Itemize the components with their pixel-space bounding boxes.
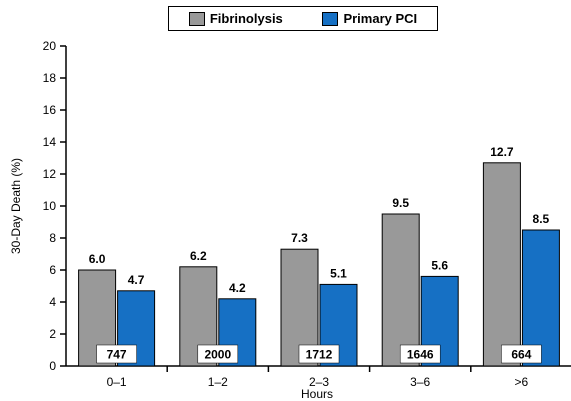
legend-item-fibrinolysis: Fibrinolysis (188, 11, 283, 26)
bar-fibrinolysis (381, 213, 420, 367)
x-tick-label: 2–3 (309, 375, 329, 389)
y-tick-label: 6 (49, 263, 56, 277)
data-label: 6.0 (89, 252, 106, 266)
bars (78, 162, 560, 367)
count-box (501, 344, 542, 364)
data-label: 6.2 (190, 249, 207, 263)
legend-swatch-fibrinolysis (188, 11, 205, 26)
y-axis-label: 30-Day Death (%) (9, 158, 23, 254)
data-label: 9.5 (392, 196, 409, 210)
y-tick-label: 10 (43, 199, 57, 213)
labels: 6.0 4.7 747 6.2 4.2 2000 7.3 5.1 1712 9.5 5.6 1646 1… (89, 145, 550, 364)
count-label: 1712 (306, 348, 333, 362)
count-box (399, 344, 441, 364)
data-label: 4.7 (128, 273, 145, 287)
x-tick-label: >6 (515, 375, 529, 389)
data-label: 4.2 (229, 281, 246, 295)
count-label: 1646 (407, 348, 434, 362)
y-tick-label: 16 (43, 103, 57, 117)
x-axis-label: Hours (301, 387, 333, 401)
count-label: 2000 (204, 348, 231, 362)
y-tick-label: 2 (49, 327, 56, 341)
legend: Fibrinolysis Primary PCI (168, 6, 438, 31)
data-label: 7.3 (291, 231, 308, 245)
data-label: 12.7 (490, 145, 514, 159)
legend-item-primary-pci: Primary PCI (322, 11, 417, 26)
x-tick-label: 0–1 (107, 375, 127, 389)
legend-swatch-primary-pci (322, 11, 339, 26)
legend-label-fibrinolysis: Fibrinolysis (209, 11, 283, 26)
x-tick-label: 3–6 (410, 375, 430, 389)
data-label: 5.6 (431, 258, 448, 272)
y-tick-label: 14 (43, 135, 57, 149)
y-tick-label: 18 (43, 71, 57, 85)
count-box (96, 344, 137, 364)
y-tick-label: 0 (49, 359, 56, 373)
x-tick-label: 1–2 (208, 375, 228, 389)
y-tick-label: 12 (43, 167, 57, 181)
y-tick-label: 8 (49, 231, 56, 245)
y-tick-label: 20 (43, 39, 57, 53)
count-label: 664 (511, 348, 531, 362)
data-label: 8.5 (533, 212, 550, 226)
count-box (197, 344, 239, 364)
bar-fibrinolysis (482, 162, 521, 367)
count-box (298, 344, 340, 364)
data-label: 5.1 (330, 266, 347, 280)
count-label: 747 (107, 348, 127, 362)
bar-primary-pci (521, 229, 560, 367)
legend-label-primary-pci: Primary PCI (343, 11, 418, 26)
y-tick-label: 4 (49, 295, 56, 309)
